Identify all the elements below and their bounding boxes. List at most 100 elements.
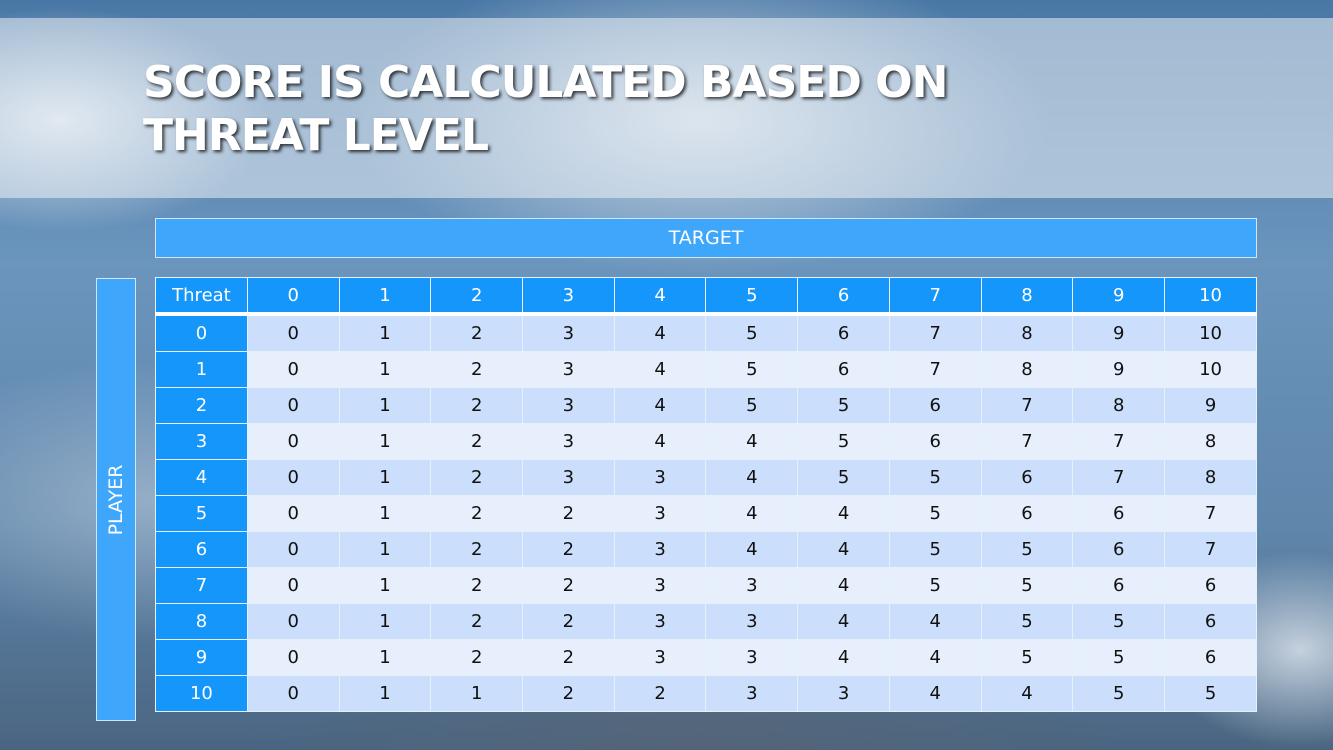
column-header: 3 [522, 277, 615, 316]
score-cell: 3 [705, 675, 799, 712]
score-cell: 0 [246, 423, 340, 460]
score-cell: 5 [797, 459, 890, 496]
score-cell: 5 [888, 567, 982, 604]
score-cell: 5 [1164, 675, 1257, 712]
score-cell: 3 [613, 639, 707, 676]
score-cell: 4 [797, 639, 890, 676]
score-cell: 5 [980, 567, 1074, 604]
score-cell: 2 [430, 423, 524, 460]
score-cell: 6 [797, 351, 890, 388]
score-cell: 1 [338, 675, 432, 712]
score-cell: 5 [980, 603, 1074, 640]
table-row: 10 0 1 1 2 2 3 3 4 4 5 5 [155, 675, 1257, 712]
score-cell: 3 [613, 531, 707, 568]
score-cell: 4 [613, 423, 707, 460]
target-label: TARGET [155, 218, 1257, 258]
score-cell: 6 [888, 387, 982, 424]
column-header: 9 [1072, 277, 1166, 316]
score-cell: 2 [613, 675, 707, 712]
column-header: 2 [430, 277, 524, 316]
score-cell: 5 [797, 423, 890, 460]
score-cell: 2 [430, 351, 524, 388]
row-header: 10 [155, 675, 248, 712]
score-cell: 4 [705, 531, 799, 568]
score-cell: 2 [430, 639, 524, 676]
score-cell: 2 [522, 567, 615, 604]
score-cell: 10 [1164, 351, 1257, 388]
score-cell: 4 [980, 675, 1074, 712]
score-cell: 7 [980, 387, 1074, 424]
slide-title: SCORE IS CALCULATED BASED ON THREAT LEVE… [143, 56, 948, 162]
player-label: PLAYER [105, 464, 127, 535]
score-cell: 3 [522, 423, 615, 460]
score-cell: 4 [705, 459, 799, 496]
score-cell: 0 [246, 495, 340, 532]
score-cell: 0 [246, 313, 340, 352]
score-cell: 0 [246, 603, 340, 640]
score-cell: 2 [522, 531, 615, 568]
score-cell: 4 [888, 639, 982, 676]
score-cell: 5 [1072, 639, 1166, 676]
score-cell: 2 [430, 459, 524, 496]
score-cell: 8 [1164, 459, 1257, 496]
score-cell: 6 [1072, 531, 1166, 568]
score-cell: 9 [1072, 313, 1166, 352]
score-cell: 5 [980, 531, 1074, 568]
title-line: SCORE IS CALCULATED BASED ON [143, 57, 948, 108]
score-cell: 6 [1164, 567, 1257, 604]
score-cell: 2 [430, 313, 524, 352]
score-cell: 3 [797, 675, 890, 712]
score-cell: 4 [797, 567, 890, 604]
title-band [0, 18, 1333, 198]
score-cell: 3 [522, 459, 615, 496]
corner-header: Threat [155, 277, 248, 316]
table-row: 0 0 1 2 3 4 5 6 7 8 9 10 [155, 313, 1257, 352]
score-cell: 3 [705, 603, 799, 640]
score-cell: 9 [1164, 387, 1257, 424]
score-cell: 9 [1072, 351, 1166, 388]
score-cell: 4 [797, 603, 890, 640]
score-cell: 5 [705, 387, 799, 424]
score-cell: 10 [1164, 313, 1257, 352]
row-header: 3 [155, 423, 248, 460]
score-cell: 0 [246, 639, 340, 676]
score-cell: 0 [246, 531, 340, 568]
score-cell: 4 [797, 531, 890, 568]
row-header: 9 [155, 639, 248, 676]
score-cell: 6 [1072, 567, 1166, 604]
score-cell: 1 [338, 567, 432, 604]
score-cell: 1 [338, 531, 432, 568]
score-cell: 7 [1164, 531, 1257, 568]
row-header: 8 [155, 603, 248, 640]
title-line: THREAT LEVEL [143, 110, 489, 161]
score-cell: 0 [246, 567, 340, 604]
row-header: 6 [155, 531, 248, 568]
score-cell: 5 [705, 351, 799, 388]
score-cell: 5 [888, 495, 982, 532]
table-row: 1 0 1 2 3 4 5 6 7 8 9 10 [155, 351, 1257, 388]
score-cell: 6 [980, 495, 1074, 532]
score-cell: 2 [430, 603, 524, 640]
score-cell: 7 [888, 313, 982, 352]
score-cell: 6 [797, 313, 890, 352]
player-label-box: PLAYER [96, 278, 136, 721]
score-cell: 0 [246, 351, 340, 388]
score-cell: 4 [888, 603, 982, 640]
score-cell: 1 [430, 675, 524, 712]
score-cell: 7 [1164, 495, 1257, 532]
score-cell: 7 [1072, 459, 1166, 496]
score-cell: 3 [705, 639, 799, 676]
score-cell: 2 [522, 639, 615, 676]
score-cell: 0 [246, 387, 340, 424]
score-cell: 3 [522, 351, 615, 388]
score-cell: 1 [338, 423, 432, 460]
score-cell: 4 [705, 495, 799, 532]
row-header: 7 [155, 567, 248, 604]
score-cell: 8 [980, 351, 1074, 388]
row-header: 5 [155, 495, 248, 532]
score-table: Threat 0 1 2 3 4 5 6 7 8 9 10 0 0 1 2 3 4 5 6 7 8 9 10 1 0 1 2 3 4 5… [155, 277, 1257, 712]
